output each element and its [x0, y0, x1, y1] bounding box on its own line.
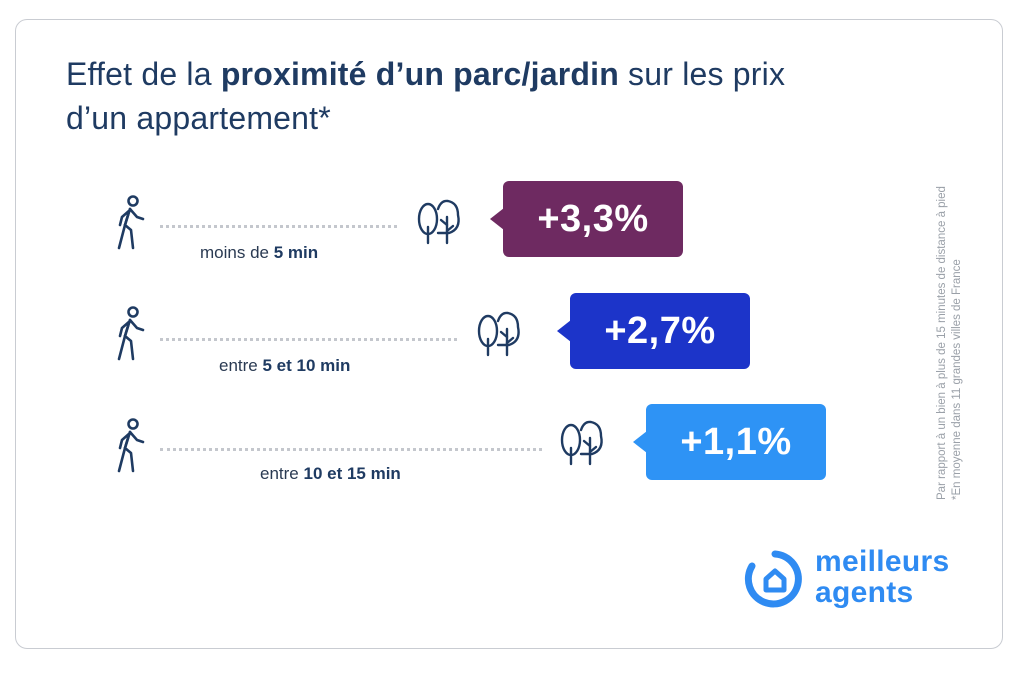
- footnote-line-2: *En moyenne dans 11 grandes villes de Fr…: [951, 259, 963, 500]
- distance-label: entre 5 et 10 min: [219, 356, 351, 375]
- brand-line-2: agents: [815, 576, 914, 609]
- walking-person-icon: [117, 306, 145, 361]
- house-ring-logo-icon: [744, 550, 802, 608]
- footnote-line-1: Par rapport à un bien à plus de 15 minut…: [936, 186, 948, 500]
- trees-icon: [417, 199, 460, 245]
- brand-logo-text: meilleurs agents: [815, 546, 949, 608]
- price-effect-value: +2,7%: [604, 310, 716, 352]
- trees-icon: [477, 311, 520, 357]
- dotted-line: [160, 448, 542, 451]
- distance-row-3: entre 10 et 15 min +1,1%: [0, 0, 1024, 483]
- distance-label: entre 10 et 15 min: [260, 464, 401, 483]
- brand-line-1: meilleurs: [815, 545, 950, 578]
- infographic-card: [15, 19, 1003, 649]
- footnote: Par rapport à un bien à plus de 15 minut…: [935, 186, 965, 500]
- page-title: Effet de la proximité d’un parc/jardin s…: [66, 52, 826, 140]
- price-effect-bubble: +2,7%: [557, 293, 750, 369]
- dotted-line: [160, 225, 397, 228]
- title-prefix: Effet de la: [66, 56, 221, 92]
- price-effect-value: +1,1%: [680, 421, 792, 463]
- dotted-line: [160, 338, 457, 341]
- walking-person-icon: [117, 418, 145, 473]
- trees-icon: [560, 420, 603, 466]
- title-suffix: sur les prix d’un appartement*: [66, 56, 786, 136]
- price-effect-bubble: +3,3%: [490, 181, 683, 257]
- distance-row-1: moins de 5 min +3,3%: [0, 0, 1024, 262]
- distance-label: moins de 5 min: [200, 243, 319, 262]
- title-bold: proximité d’un parc/jardin: [220, 56, 619, 92]
- walking-person-icon: [117, 195, 145, 250]
- price-effect-bubble: +1,1%: [633, 404, 826, 480]
- price-effect-value: +3,3%: [537, 198, 649, 240]
- distance-row-2: entre 5 et 10 min +2,7%: [0, 0, 1024, 375]
